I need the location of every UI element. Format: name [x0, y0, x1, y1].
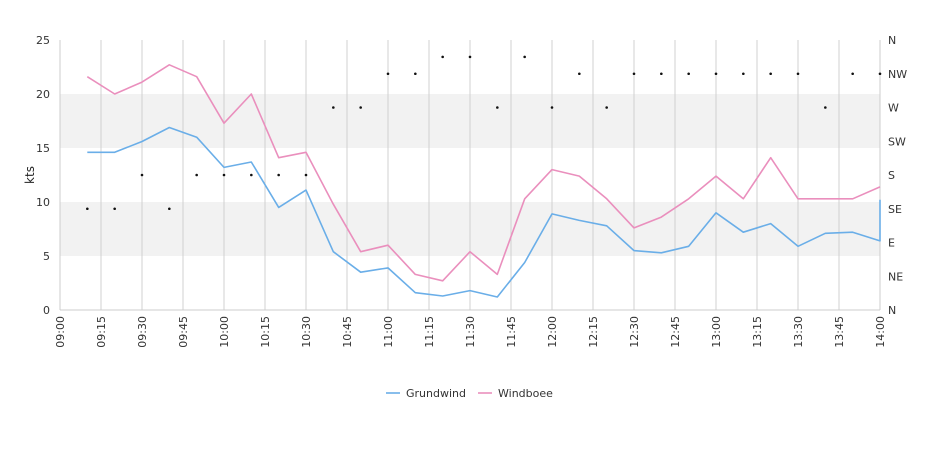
direction-point: [113, 207, 116, 211]
vertical-gridlines: [59, 40, 881, 310]
x-tick-label: 12:30: [628, 316, 641, 348]
direction-point: [86, 207, 89, 211]
direction-point: [277, 173, 280, 177]
direction-tick-label: SW: [888, 135, 906, 148]
direction-point: [468, 55, 472, 59]
direction-point: [714, 72, 718, 76]
direction-point: [414, 72, 417, 76]
direction-point: [824, 106, 827, 109]
x-tick-label: 11:30: [464, 316, 477, 348]
y-tick-label: 5: [43, 250, 50, 263]
y-tick-label: 20: [36, 88, 50, 101]
chart-legend: Grundwind Windboee: [386, 387, 553, 400]
direction-point: [195, 173, 198, 177]
direction-tick-label: N: [888, 34, 896, 47]
y-axis-ticks: 0 5 10 15 20 25: [36, 34, 50, 317]
x-tick-label: 13:15: [751, 316, 764, 348]
direction-point: [441, 55, 444, 59]
x-tick-label: 10:00: [218, 316, 231, 348]
series-line-windboee: [86, 64, 881, 282]
direction-point: [496, 106, 499, 109]
direction-point: [250, 173, 253, 177]
direction-point: [742, 72, 745, 76]
x-tick-label: 13:45: [833, 316, 846, 348]
direction-point: [796, 72, 800, 76]
x-tick-label: 12:15: [587, 316, 600, 348]
direction-point: [523, 55, 526, 59]
x-tick-label: 11:45: [505, 316, 518, 348]
direction-point: [222, 173, 226, 177]
x-tick-label: 11:15: [423, 316, 436, 348]
direction-tick-label: S: [888, 169, 895, 182]
x-tick-label: 14:00: [874, 316, 887, 348]
x-tick-label: 12:00: [546, 316, 559, 348]
direction-point: [687, 72, 690, 76]
direction-point: [550, 106, 554, 109]
x-tick-label: 09:45: [177, 316, 190, 348]
x-tick-label: 12:45: [669, 316, 682, 348]
y-tick-label: 0: [43, 304, 50, 317]
direction-point: [660, 72, 663, 76]
direction-point: [851, 72, 854, 76]
x-axis-ticks: 09:00 09:15 09:30 09:45 10:00 10:15 10:30 10:45…: [54, 316, 887, 348]
chart-series: [86, 64, 881, 298]
y-tick-label: 10: [36, 196, 50, 209]
y-axis-label: kts: [23, 166, 37, 184]
direction-point: [304, 173, 308, 177]
direction-tick-label: NE: [888, 270, 903, 283]
direction-point: [578, 72, 581, 76]
direction-point: [769, 72, 772, 76]
series-line-grundwind: [87, 126, 881, 298]
direction-point: [332, 106, 335, 109]
direction-point: [168, 207, 171, 211]
direction-point: [386, 72, 390, 76]
direction-point: [140, 173, 144, 177]
x-tick-label: 11:00: [382, 316, 395, 348]
direction-point: [632, 72, 636, 76]
direction-axis-ticks: N NE E SE S SW W NW N: [888, 34, 907, 317]
legend-label-grundwind: Grundwind: [406, 387, 466, 400]
direction-point: [359, 106, 362, 109]
x-tick-label: 09:30: [136, 316, 149, 348]
direction-tick-label: E: [888, 237, 895, 250]
x-tick-label: 13:00: [710, 316, 723, 348]
direction-tick-label: SE: [888, 203, 902, 216]
x-tick-label: 09:15: [95, 316, 108, 348]
x-tick-label: 10:45: [341, 316, 354, 348]
direction-point: [605, 106, 608, 109]
direction-point: [878, 72, 882, 76]
x-tick-label: 09:00: [54, 316, 67, 348]
x-tick-label: 10:15: [259, 316, 272, 348]
legend-label-windboee: Windboee: [498, 387, 553, 400]
y-tick-label: 25: [36, 34, 50, 47]
chart-axes: [59, 40, 881, 311]
direction-points: [86, 55, 882, 211]
direction-tick-label: NW: [888, 68, 907, 81]
x-tick-label: 10:30: [300, 316, 313, 348]
direction-tick-label: W: [888, 102, 899, 115]
x-tick-label: 13:30: [792, 316, 805, 348]
y-tick-label: 15: [36, 142, 50, 155]
direction-tick-label: N: [888, 304, 896, 317]
